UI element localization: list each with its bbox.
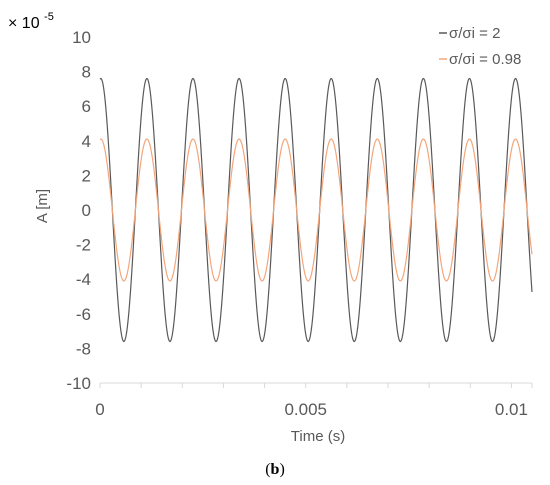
series-line-2 [99,138,533,282]
y-tick-label: 8 [82,63,91,82]
x-tick-label: 0 [95,400,104,419]
x-tick-label: 0.01 [495,400,528,419]
y-tick-label: -4 [76,270,91,289]
legend-item-1: σ/σi = 2 [439,25,500,42]
y-tick-label: 0 [82,201,91,220]
y-tick-label: 6 [82,97,91,116]
legend-label-2: σ/σi = 0.98 [449,51,521,68]
y-axis-ticks: -10 -8 -6 -4 -2 0 2 4 6 8 10 [66,28,91,393]
x-axis-ticks: 0 0.005 0.01 [95,382,533,419]
y-tick-label: -2 [76,236,91,255]
plot-area [99,77,533,343]
y-tick-label: 10 [72,28,91,47]
y-tick-label: -10 [66,374,91,393]
legend-label-1: σ/σi = 2 [449,25,500,42]
series-line-1 [99,77,533,343]
y-tick-label: -6 [76,305,91,324]
y-tick-label: 2 [82,166,91,185]
x-tick-label: 0.005 [284,400,327,419]
y-tick-label: 4 [82,132,91,151]
y-axis-label: A [m] [34,189,51,223]
scale-factor: × 10 -5 [8,11,54,32]
x-axis-label: Time (s) [291,428,345,445]
legend: σ/σi = 2 σ/σi = 0.98 [439,25,521,68]
y-tick-label: -8 [76,339,91,358]
figure-caption: (b) [265,461,285,478]
legend-item-2: σ/σi = 0.98 [439,51,521,68]
